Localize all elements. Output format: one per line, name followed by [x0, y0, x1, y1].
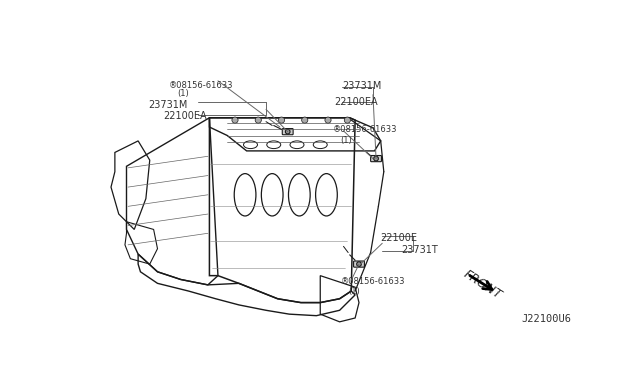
Text: 23731M: 23731M — [148, 100, 188, 110]
Text: (1): (1) — [177, 89, 189, 97]
Text: 22100E: 22100E — [381, 233, 418, 243]
Circle shape — [325, 117, 331, 123]
Circle shape — [344, 117, 351, 123]
Text: 22100EA: 22100EA — [164, 111, 207, 121]
FancyBboxPatch shape — [353, 261, 364, 267]
Text: ®08156-61633: ®08156-61633 — [333, 125, 397, 135]
Text: 22100EA: 22100EA — [334, 97, 378, 107]
Circle shape — [232, 117, 238, 123]
Text: (1): (1) — [348, 287, 360, 296]
Circle shape — [255, 117, 261, 123]
Text: J22100U6: J22100U6 — [522, 314, 572, 324]
Circle shape — [301, 117, 308, 123]
Text: 23731M: 23731M — [342, 81, 381, 91]
Text: 23731T: 23731T — [402, 245, 438, 255]
Text: ®08156-61633: ®08156-61633 — [169, 81, 234, 90]
Text: FRONT: FRONT — [461, 268, 504, 302]
FancyBboxPatch shape — [371, 155, 381, 162]
Circle shape — [278, 117, 285, 123]
Circle shape — [285, 129, 290, 134]
Text: (1): (1) — [340, 135, 352, 144]
Circle shape — [356, 262, 362, 266]
Circle shape — [374, 156, 378, 161]
Text: ®08156-61633: ®08156-61633 — [340, 277, 405, 286]
FancyBboxPatch shape — [282, 129, 293, 135]
